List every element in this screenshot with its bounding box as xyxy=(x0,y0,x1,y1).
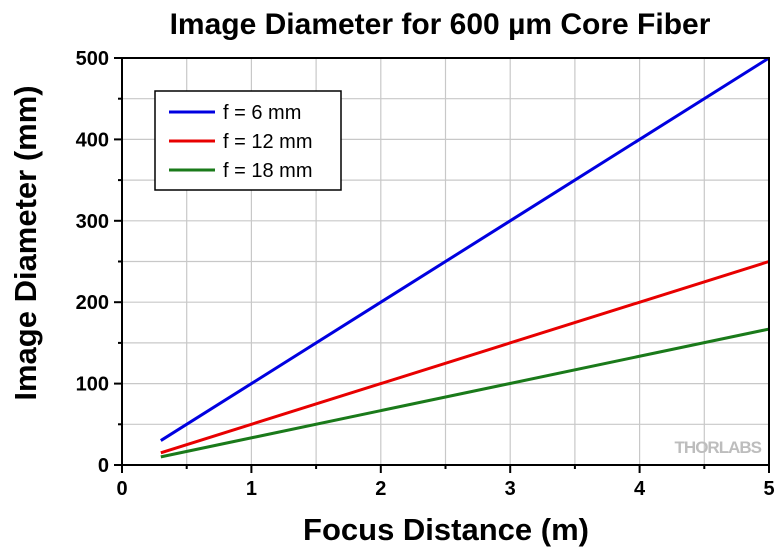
x-tick-label: 5 xyxy=(763,478,774,500)
y-tick-label: 200 xyxy=(76,292,109,314)
y-tick-label: 0 xyxy=(98,455,109,477)
legend-label: f = 18 mm xyxy=(223,160,312,182)
legend-label: f = 12 mm xyxy=(223,131,312,153)
series-line-1 xyxy=(160,56,770,442)
thorlabs-watermark: THORLABS xyxy=(675,438,762,457)
y-axis-label: Image Diameter (mm) xyxy=(8,85,43,400)
series-line-3 xyxy=(160,327,770,459)
y-tick-label: 300 xyxy=(76,211,109,233)
x-tick-label: 2 xyxy=(375,478,386,500)
x-tick-label: 1 xyxy=(246,478,257,500)
series-line-2 xyxy=(160,260,770,455)
legend-label: f = 6 mm xyxy=(223,102,301,124)
y-tick-label: 400 xyxy=(76,129,109,151)
x-axis-label: Focus Distance (m) xyxy=(303,512,589,547)
x-tick-label: 0 xyxy=(116,478,127,500)
tick-labels: 0 1 2 3 4 5 0 100 200 300 400 500 xyxy=(76,48,775,500)
x-tick-label: 3 xyxy=(505,478,516,500)
chart-title: Image Diameter for 600 µm Core Fiber xyxy=(170,8,711,41)
axes xyxy=(114,57,770,473)
y-tick-label: 500 xyxy=(76,48,109,70)
x-tick-label: 4 xyxy=(634,478,646,500)
y-tick-label: 100 xyxy=(76,374,109,396)
legend: f = 6 mm f = 12 mm f = 18 mm xyxy=(154,90,342,191)
series-lines xyxy=(160,56,770,459)
